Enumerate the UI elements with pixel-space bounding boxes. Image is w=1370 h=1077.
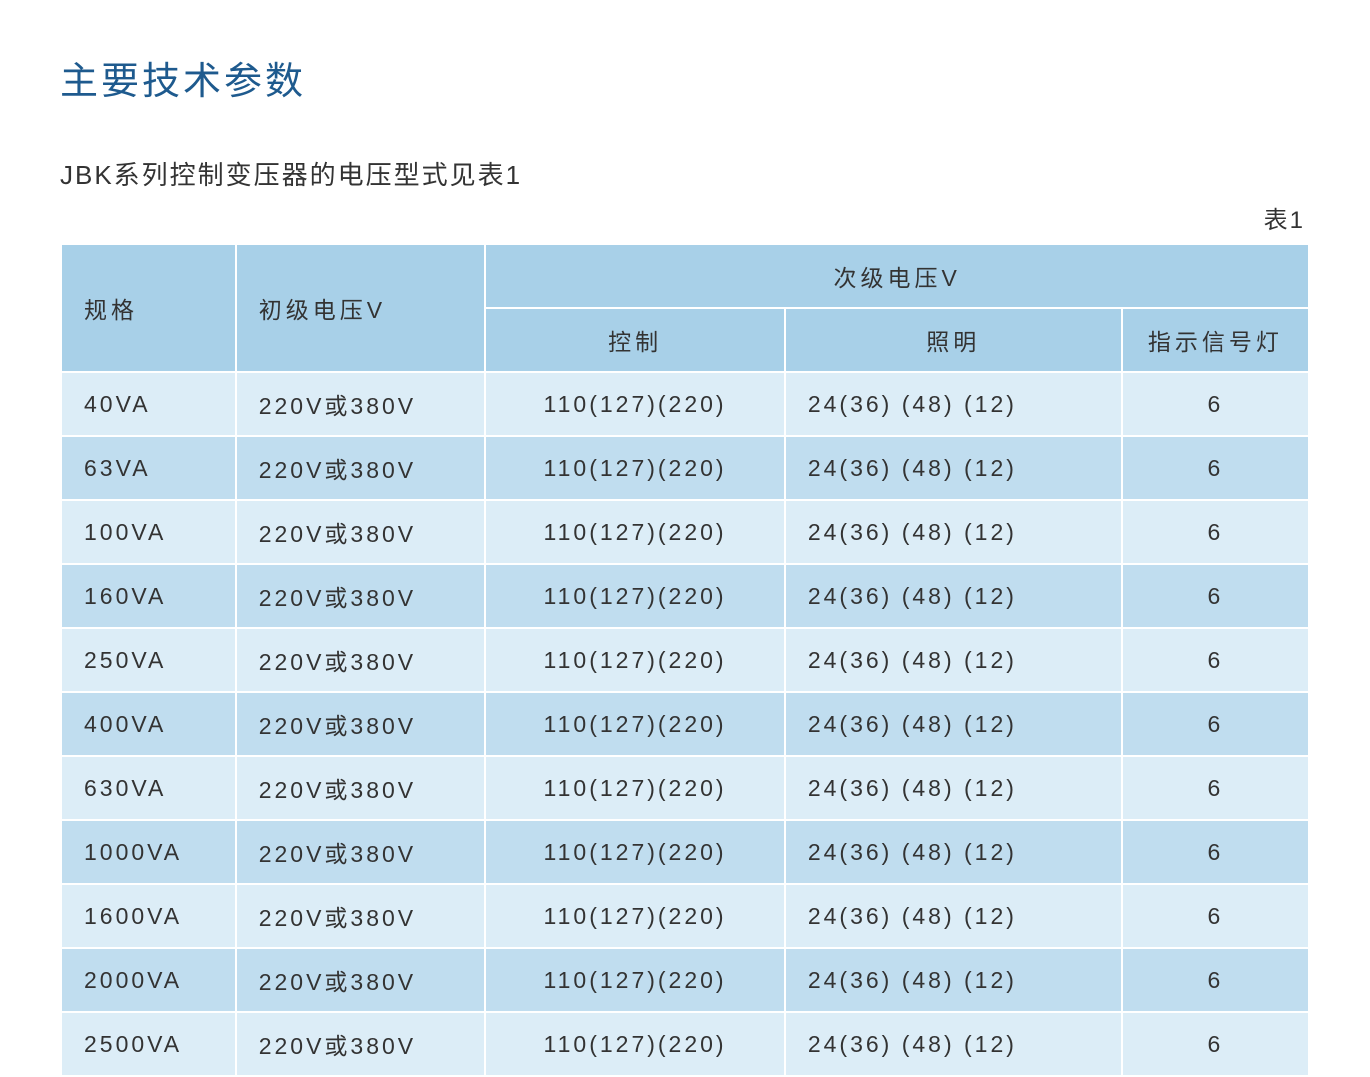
table-row: 2500VA220V或380V110(127)(220)24(36) (48) … xyxy=(61,1012,1309,1076)
table-body: 40VA220V或380V110(127)(220)24(36) (48) (1… xyxy=(61,372,1309,1076)
cell-control: 110(127)(220) xyxy=(485,948,785,1012)
cell-indicator: 6 xyxy=(1122,692,1309,756)
header-primary-voltage: 初级电压V xyxy=(236,244,486,372)
table-row: 2000VA220V或380V110(127)(220)24(36) (48) … xyxy=(61,948,1309,1012)
cell-lighting: 24(36) (48) (12) xyxy=(785,948,1122,1012)
parameters-table: 规格 初级电压V 次级电压V 控制 照明 指示信号灯 40VA220V或380V… xyxy=(60,243,1310,1077)
table-row: 400VA220V或380V110(127)(220)24(36) (48) (… xyxy=(61,692,1309,756)
cell-lighting: 24(36) (48) (12) xyxy=(785,692,1122,756)
cell-spec: 250VA xyxy=(61,628,236,692)
table-row: 630VA220V或380V110(127)(220)24(36) (48) (… xyxy=(61,756,1309,820)
cell-spec: 1000VA xyxy=(61,820,236,884)
cell-primary: 220V或380V xyxy=(236,820,486,884)
cell-control: 110(127)(220) xyxy=(485,436,785,500)
cell-spec: 630VA xyxy=(61,756,236,820)
header-indicator: 指示信号灯 xyxy=(1122,308,1309,372)
cell-indicator: 6 xyxy=(1122,948,1309,1012)
cell-primary: 220V或380V xyxy=(236,372,486,436)
cell-primary: 220V或380V xyxy=(236,500,486,564)
header-spec: 规格 xyxy=(61,244,236,372)
page-title: 主要技术参数 xyxy=(60,50,1310,105)
cell-primary: 220V或380V xyxy=(236,948,486,1012)
cell-primary: 220V或380V xyxy=(236,884,486,948)
cell-primary: 220V或380V xyxy=(236,1012,486,1076)
table-row: 1000VA220V或380V110(127)(220)24(36) (48) … xyxy=(61,820,1309,884)
cell-lighting: 24(36) (48) (12) xyxy=(785,820,1122,884)
table-row: 100VA220V或380V110(127)(220)24(36) (48) (… xyxy=(61,500,1309,564)
table-header: 规格 初级电压V 次级电压V 控制 照明 指示信号灯 xyxy=(61,244,1309,372)
table-row: 250VA220V或380V110(127)(220)24(36) (48) (… xyxy=(61,628,1309,692)
cell-spec: 2000VA xyxy=(61,948,236,1012)
header-secondary-voltage: 次级电压V xyxy=(485,244,1309,308)
cell-control: 110(127)(220) xyxy=(485,500,785,564)
cell-control: 110(127)(220) xyxy=(485,692,785,756)
cell-indicator: 6 xyxy=(1122,884,1309,948)
cell-control: 110(127)(220) xyxy=(485,628,785,692)
cell-control: 110(127)(220) xyxy=(485,372,785,436)
table-row: 1600VA220V或380V110(127)(220)24(36) (48) … xyxy=(61,884,1309,948)
cell-lighting: 24(36) (48) (12) xyxy=(785,628,1122,692)
cell-control: 110(127)(220) xyxy=(485,564,785,628)
cell-control: 110(127)(220) xyxy=(485,884,785,948)
cell-spec: 100VA xyxy=(61,500,236,564)
cell-control: 110(127)(220) xyxy=(485,756,785,820)
table-row: 160VA220V或380V110(127)(220)24(36) (48) (… xyxy=(61,564,1309,628)
header-lighting: 照明 xyxy=(785,308,1122,372)
cell-lighting: 24(36) (48) (12) xyxy=(785,1012,1122,1076)
cell-spec: 40VA xyxy=(61,372,236,436)
cell-spec: 160VA xyxy=(61,564,236,628)
cell-lighting: 24(36) (48) (12) xyxy=(785,372,1122,436)
header-control: 控制 xyxy=(485,308,785,372)
cell-spec: 1600VA xyxy=(61,884,236,948)
cell-indicator: 6 xyxy=(1122,564,1309,628)
cell-primary: 220V或380V xyxy=(236,756,486,820)
table-number-label: 表1 xyxy=(60,200,1310,235)
cell-lighting: 24(36) (48) (12) xyxy=(785,564,1122,628)
cell-lighting: 24(36) (48) (12) xyxy=(785,436,1122,500)
cell-lighting: 24(36) (48) (12) xyxy=(785,756,1122,820)
cell-indicator: 6 xyxy=(1122,436,1309,500)
cell-spec: 63VA xyxy=(61,436,236,500)
cell-indicator: 6 xyxy=(1122,500,1309,564)
cell-indicator: 6 xyxy=(1122,372,1309,436)
cell-primary: 220V或380V xyxy=(236,436,486,500)
cell-primary: 220V或380V xyxy=(236,628,486,692)
cell-lighting: 24(36) (48) (12) xyxy=(785,884,1122,948)
cell-indicator: 6 xyxy=(1122,756,1309,820)
cell-control: 110(127)(220) xyxy=(485,820,785,884)
cell-control: 110(127)(220) xyxy=(485,1012,785,1076)
cell-lighting: 24(36) (48) (12) xyxy=(785,500,1122,564)
cell-spec: 400VA xyxy=(61,692,236,756)
cell-spec: 2500VA xyxy=(61,1012,236,1076)
table-row: 40VA220V或380V110(127)(220)24(36) (48) (1… xyxy=(61,372,1309,436)
cell-indicator: 6 xyxy=(1122,1012,1309,1076)
cell-primary: 220V或380V xyxy=(236,564,486,628)
cell-indicator: 6 xyxy=(1122,628,1309,692)
cell-primary: 220V或380V xyxy=(236,692,486,756)
cell-indicator: 6 xyxy=(1122,820,1309,884)
table-description: JBK系列控制变压器的电压型式见表1 xyxy=(60,155,1310,192)
table-row: 63VA220V或380V110(127)(220)24(36) (48) (1… xyxy=(61,436,1309,500)
